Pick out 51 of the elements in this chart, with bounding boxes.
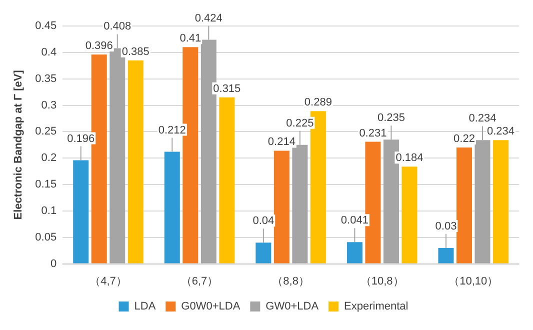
data-label: 0.22 — [454, 133, 475, 146]
data-label: 0.424 — [194, 12, 222, 24]
x-tick-label: （10,10） — [448, 275, 498, 288]
bar — [164, 152, 180, 264]
y-tick-label: 0.3 — [41, 99, 57, 112]
y-tick-label: 0.1 — [41, 204, 57, 217]
data-label: 0.041 — [340, 214, 368, 227]
bar — [274, 150, 290, 264]
data-label: 0.214 — [268, 136, 296, 148]
data-label: 0.03 — [435, 220, 457, 232]
y-tick-label: 0 — [50, 258, 57, 270]
data-label: 0.315 — [213, 82, 241, 95]
bar — [402, 166, 418, 264]
bar — [438, 248, 454, 264]
legend-label: G0W0+LDA — [181, 300, 241, 313]
data-label: 0.41 — [180, 32, 202, 45]
bar — [256, 242, 272, 264]
data-label: 0.385 — [122, 46, 150, 58]
data-label: 0.289 — [304, 96, 332, 109]
data-label: 0.184 — [396, 152, 424, 164]
data-label: 0.234 — [468, 112, 496, 125]
y-tick-label: 0.2 — [41, 152, 57, 164]
y-tick-label: 0.25 — [35, 126, 57, 138]
bar — [346, 242, 362, 264]
legend-label: LDA — [134, 300, 156, 313]
y-tick-label: 0.45 — [35, 20, 57, 32]
data-label: 0.212 — [158, 124, 186, 136]
data-label: 0.196 — [67, 132, 95, 145]
legend-label: Experimental — [344, 300, 408, 313]
data-label: 0.231 — [359, 127, 387, 140]
y-axis-title: Electronic Bandgap at Γ [eV] — [12, 70, 25, 220]
x-tick-label: （8,8） — [272, 275, 310, 288]
y-tick-label: 0.4 — [41, 46, 57, 58]
data-label: 0.234 — [486, 126, 515, 138]
bar — [219, 97, 235, 264]
y-tick-label: 0.15 — [35, 178, 57, 191]
x-tick-label: （6,7） — [180, 275, 218, 288]
bar — [492, 140, 509, 264]
data-label: 0.04 — [252, 215, 274, 228]
y-tick-label: 0.35 — [35, 72, 57, 85]
data-label: 0.225 — [286, 117, 314, 130]
bar — [128, 60, 144, 264]
data-label: 0.396 — [85, 40, 113, 52]
y-tick-label: 0.05 — [35, 231, 57, 244]
bar — [73, 160, 89, 264]
data-label: 0.235 — [377, 112, 405, 124]
x-tick-label: （4,7） — [90, 275, 127, 288]
data-label: 0.408 — [104, 20, 132, 33]
bar — [456, 148, 472, 264]
legend-label: GW0+LDA — [266, 300, 320, 313]
x-tick-label: （10,8） — [360, 275, 404, 288]
